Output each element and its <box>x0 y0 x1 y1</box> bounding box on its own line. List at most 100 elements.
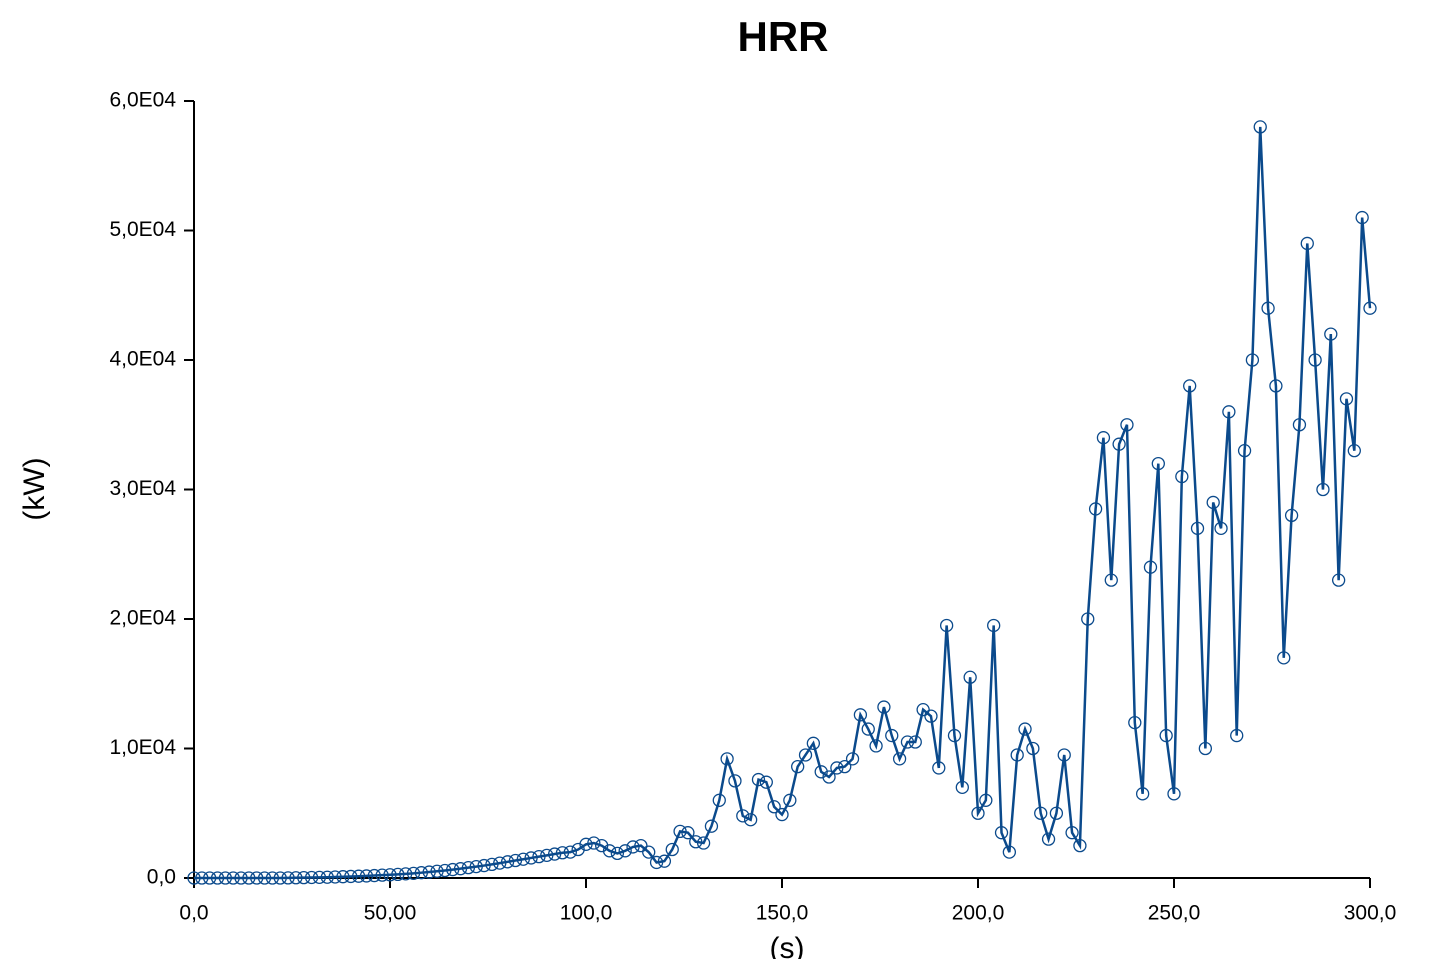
data-point <box>885 728 899 743</box>
data-point <box>1034 806 1048 820</box>
x-tick-label: 250,0 <box>1148 902 1201 925</box>
data-point <box>712 793 726 807</box>
y-tick-label: 3,0E04 <box>109 477 176 500</box>
data-point <box>979 793 993 807</box>
data-point <box>657 854 672 868</box>
data-point <box>242 871 256 885</box>
data-point <box>587 836 601 850</box>
data-point <box>1253 120 1267 134</box>
y-tick-label: 5,0E04 <box>109 218 176 241</box>
chart-title: HRR <box>738 13 829 60</box>
data-point <box>203 871 217 885</box>
data-point <box>743 813 758 827</box>
data-point <box>924 709 938 723</box>
data-point <box>830 761 844 775</box>
data-point <box>1355 210 1369 225</box>
data-point <box>822 770 836 784</box>
data-point <box>1277 651 1291 665</box>
x-tick-label: 150,0 <box>756 902 809 925</box>
data-point <box>1269 379 1283 393</box>
data-point <box>414 866 429 880</box>
data-point <box>1018 722 1032 736</box>
data-point <box>469 859 483 874</box>
data-point <box>634 838 648 853</box>
data-point <box>336 870 350 884</box>
data-point <box>900 735 915 749</box>
data-point <box>210 871 225 885</box>
data-point <box>1120 418 1134 432</box>
data-point <box>642 845 656 859</box>
data-point <box>932 761 946 775</box>
y-tick-label: 1,0E04 <box>109 736 176 759</box>
data-point <box>1167 787 1181 801</box>
data-point <box>908 735 922 749</box>
data-point <box>1261 301 1275 315</box>
x-tick-label: 300,0 <box>1344 902 1397 925</box>
data-point <box>359 869 374 883</box>
data-point <box>1347 443 1361 458</box>
data-point <box>218 871 233 885</box>
data-point <box>500 855 515 869</box>
data-point <box>728 774 742 788</box>
data-point <box>689 835 703 849</box>
data-point <box>1010 748 1024 762</box>
data-point <box>673 824 687 839</box>
data-point <box>853 708 868 722</box>
data-point <box>736 809 750 823</box>
data-point <box>877 700 891 714</box>
data-point <box>1339 392 1354 406</box>
data-point <box>532 849 546 864</box>
data-point <box>1190 521 1205 535</box>
data-point <box>1128 715 1142 730</box>
data-point <box>939 618 954 633</box>
x-axis-title: (s) <box>770 932 805 959</box>
data-point <box>1308 353 1322 367</box>
data-point <box>1104 573 1118 587</box>
data-point <box>1214 521 1228 535</box>
data-point <box>579 837 593 851</box>
data-point <box>1112 437 1126 451</box>
data-point <box>1088 502 1103 516</box>
x-tick-label: 0,0 <box>179 902 208 925</box>
y-tick-label: 4,0E04 <box>109 348 176 371</box>
data-point <box>602 844 617 858</box>
data-point <box>1081 612 1095 626</box>
data-point <box>963 670 977 684</box>
data-point <box>610 846 625 861</box>
data-line <box>194 126 1372 880</box>
data-point <box>1096 431 1111 445</box>
data-point <box>493 856 507 870</box>
data-point <box>524 851 538 865</box>
data-point <box>696 836 711 850</box>
data-point <box>257 871 272 885</box>
data-point <box>234 871 248 885</box>
data-point <box>328 870 342 884</box>
data-point <box>1057 748 1071 762</box>
data-point <box>1175 469 1189 484</box>
data-point <box>947 728 962 743</box>
data-point <box>297 870 311 885</box>
data-point <box>955 780 969 794</box>
x-tick-label: 100,0 <box>560 902 613 925</box>
data-point <box>1284 508 1299 523</box>
data-point <box>1159 728 1173 743</box>
x-tick-label: 50,00 <box>364 902 417 925</box>
data-point <box>798 748 813 762</box>
data-point <box>1026 741 1040 756</box>
data-point <box>289 871 303 885</box>
data-point <box>383 868 397 882</box>
data-point <box>869 739 883 753</box>
data-point <box>187 871 201 885</box>
data-point <box>1065 826 1079 840</box>
data-point <box>704 819 719 833</box>
data-point <box>312 870 327 885</box>
data-point <box>1222 405 1236 419</box>
data-point <box>1198 741 1213 756</box>
data-point <box>1363 301 1377 315</box>
y-tick-label: 0,0 <box>147 866 176 889</box>
data-point <box>1316 482 1330 497</box>
data-point <box>540 848 554 862</box>
data-point <box>485 857 499 872</box>
